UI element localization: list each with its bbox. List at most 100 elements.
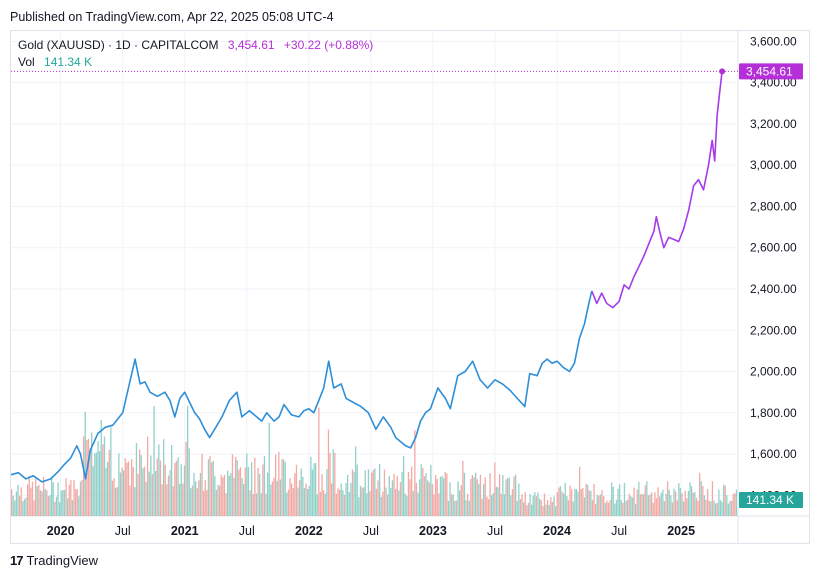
volume-bar — [732, 493, 734, 516]
volume-bar — [550, 497, 552, 516]
volume-bar — [433, 494, 435, 516]
volume-label: Vol — [18, 55, 35, 69]
volume-bar — [12, 495, 14, 516]
volume-bar — [670, 495, 672, 516]
volume-bar — [211, 462, 213, 516]
y-tick-label: 2,800.00 — [750, 199, 797, 213]
volume-bar — [315, 463, 317, 516]
volume-bar — [459, 490, 461, 516]
volume-bar — [182, 483, 184, 516]
volume-bar — [39, 490, 42, 516]
volume-bar — [430, 464, 432, 516]
volume-bar — [473, 477, 475, 516]
footer-brand[interactable]: 17 TradingView — [10, 553, 98, 568]
volume-bar — [217, 484, 219, 516]
volume-bar — [615, 499, 618, 516]
volume-bar — [585, 483, 587, 516]
volume-bar — [199, 472, 202, 516]
volume-bar — [244, 467, 246, 516]
volume-bar — [583, 497, 586, 516]
volume-bar — [476, 479, 478, 516]
volume-bar — [33, 500, 35, 516]
volume-bar — [446, 473, 448, 516]
volume-bar — [241, 477, 243, 516]
volume-bar — [436, 478, 438, 516]
volume-bar — [486, 496, 488, 516]
volume-bar — [735, 489, 738, 516]
volume-bar — [487, 499, 490, 516]
volume-bar — [89, 448, 91, 516]
volume-bar — [367, 469, 370, 516]
volume-bar — [687, 490, 690, 516]
volume-bar — [119, 472, 122, 516]
volume-bar — [25, 497, 27, 516]
volume-bar — [308, 486, 310, 516]
volume-bar — [411, 466, 413, 516]
volume-bar — [110, 427, 112, 516]
volume-bar — [97, 441, 99, 516]
volume-bar — [30, 487, 32, 516]
volume-bar — [558, 487, 560, 516]
symbol-legend[interactable]: Gold (XAUUSD) · 1D · CAPITALCOM 3,454.61… — [18, 38, 373, 52]
volume-bar — [590, 490, 592, 516]
volume-bar — [147, 436, 149, 516]
volume-bar — [145, 481, 147, 516]
volume-bar — [239, 467, 242, 516]
volume-bar — [169, 470, 171, 516]
grid-lines — [11, 31, 810, 544]
volume-bar — [267, 472, 269, 516]
volume-bar — [231, 454, 234, 516]
volume-bar — [351, 469, 354, 516]
volume-bar — [134, 487, 136, 516]
volume-bar — [475, 472, 477, 516]
volume-bar — [84, 411, 86, 516]
volume-bar — [723, 484, 725, 516]
volume-bar — [358, 497, 360, 516]
volume-bar — [681, 493, 683, 516]
volume-bar — [78, 496, 80, 516]
volume-bar — [500, 493, 502, 516]
volume-bar — [470, 478, 472, 516]
volume-bar — [705, 499, 707, 516]
volume-bar — [556, 492, 558, 516]
volume-bar — [137, 473, 139, 516]
volume-bar — [441, 475, 443, 516]
volume-bar — [727, 503, 730, 516]
x-tick-label: 2021 — [171, 524, 199, 538]
volume-bar — [595, 504, 597, 516]
volume-bar — [639, 494, 642, 516]
volume-bar — [79, 481, 82, 516]
volume-bar — [467, 493, 469, 516]
volume-bar — [283, 459, 285, 516]
volume-bar — [54, 501, 56, 516]
volume-bar — [478, 483, 480, 516]
volume-bar — [519, 499, 522, 516]
volume-bar — [311, 469, 314, 516]
volume-bar — [678, 483, 680, 516]
volume-bar — [300, 468, 302, 516]
volume-bar — [668, 489, 670, 516]
volume-bar — [129, 485, 131, 516]
price-axis: 1,400.001,600.001,800.002,000.002,200.00… — [750, 34, 797, 502]
volume-bar — [75, 489, 77, 516]
x-tick-label: Jul — [363, 524, 379, 538]
volume-bar — [692, 492, 694, 516]
volume-bar — [457, 481, 459, 516]
volume-bar — [644, 485, 646, 516]
volume-bar — [191, 485, 194, 516]
volume-bar — [622, 502, 624, 516]
last-price-badge-label: 3,454.61 — [746, 64, 793, 78]
volume-bar — [156, 458, 158, 516]
time-axis: 2020 Jul 2021 Jul 2022 Jul 2023 Jul 2024 Jul 2025 — [47, 524, 695, 538]
volume-bar — [143, 466, 146, 516]
volume-bar — [657, 487, 659, 516]
volume-bar — [15, 491, 18, 516]
volume-bar — [99, 451, 101, 516]
volume-bar — [423, 476, 426, 516]
volume-bar — [206, 489, 208, 516]
volume-legend[interactable]: Vol 141.34 K — [18, 55, 92, 69]
volume-bar — [567, 500, 570, 516]
volume-bar — [67, 498, 69, 516]
volume-bar — [326, 469, 328, 516]
